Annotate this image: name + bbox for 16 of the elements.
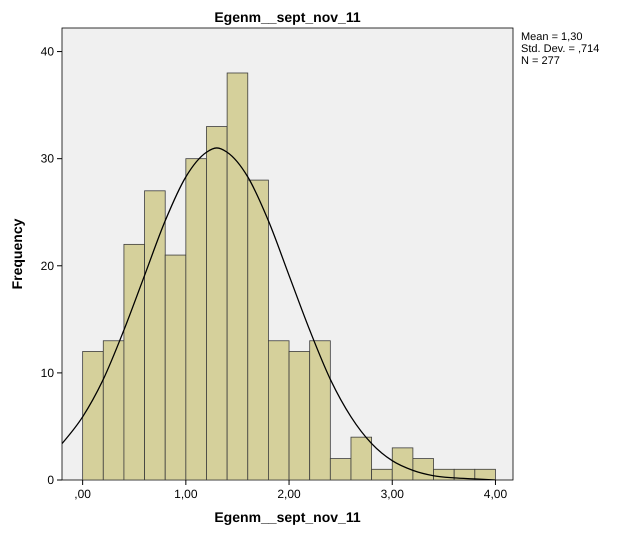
x-tick-label: ,00 — [74, 487, 92, 501]
y-tick-label: 20 — [40, 258, 54, 273]
x-tick-label: 4,00 — [484, 487, 508, 501]
text: Std. Dev. = ,714 — [521, 43, 600, 55]
x-tick-label: 1,00 — [174, 487, 198, 501]
x-tick-label: 3,00 — [380, 487, 404, 501]
y-axis-title: Frequency — [9, 218, 25, 290]
x-tick-label: 2,00 — [277, 487, 302, 501]
text: Mean = 1,30 — [521, 31, 582, 43]
chart-title: Egenm__sept_nov_11 — [214, 9, 361, 25]
y-tick-label: 10 — [40, 366, 54, 380]
text: N = 277 — [521, 55, 560, 67]
y-tick-label: 40 — [40, 44, 54, 59]
y-tick-label: 0 — [47, 473, 54, 487]
x-axis-title: Egenm__sept_nov_11 — [214, 509, 361, 525]
y-tick-label: 30 — [40, 152, 54, 166]
